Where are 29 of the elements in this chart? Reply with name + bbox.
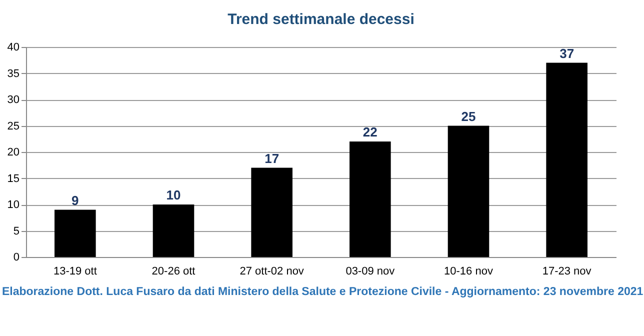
y-tick-label: 15 (7, 172, 20, 185)
x-tick-label: 27 ott-02 nov (240, 266, 304, 278)
bar (54, 210, 96, 257)
y-tick-label: 20 (7, 146, 20, 158)
x-tick-label: 17-23 nov (542, 266, 592, 278)
x-tick-label: 13-19 ott (53, 266, 97, 278)
data-label: 22 (362, 124, 378, 140)
data-label: 10 (166, 188, 181, 202)
y-tick-label: 35 (7, 68, 20, 80)
y-tick-label: 30 (7, 94, 20, 106)
y-tick-label: 40 (7, 42, 20, 54)
y-tick-label: 0 (13, 252, 20, 264)
data-label: 37 (560, 46, 574, 61)
bar (448, 126, 490, 257)
y-tick-label: 5 (13, 225, 20, 238)
bar (152, 204, 194, 257)
text: Elaborazione Dott. Luca Fusaro da dati Ministero della Salute e Protezione Civile - Aggiornamento: 23 novembre 2021 (1, 286, 644, 298)
x-tick-label: 20-26 ott (152, 266, 196, 278)
y-tick-label: 10 (7, 199, 20, 211)
data-label: 17 (264, 150, 280, 166)
x-tick-label: 10-16 nov (444, 266, 494, 278)
bar (546, 62, 588, 257)
x-tick-label: 03-09 nov (346, 266, 396, 278)
bar (251, 168, 292, 257)
bar (350, 142, 391, 257)
y-tick-label: 25 (7, 120, 20, 132)
data-label: 25 (461, 108, 476, 124)
chart-title: Trend settimanale decessi (228, 11, 414, 28)
data-label: 9 (72, 192, 79, 208)
